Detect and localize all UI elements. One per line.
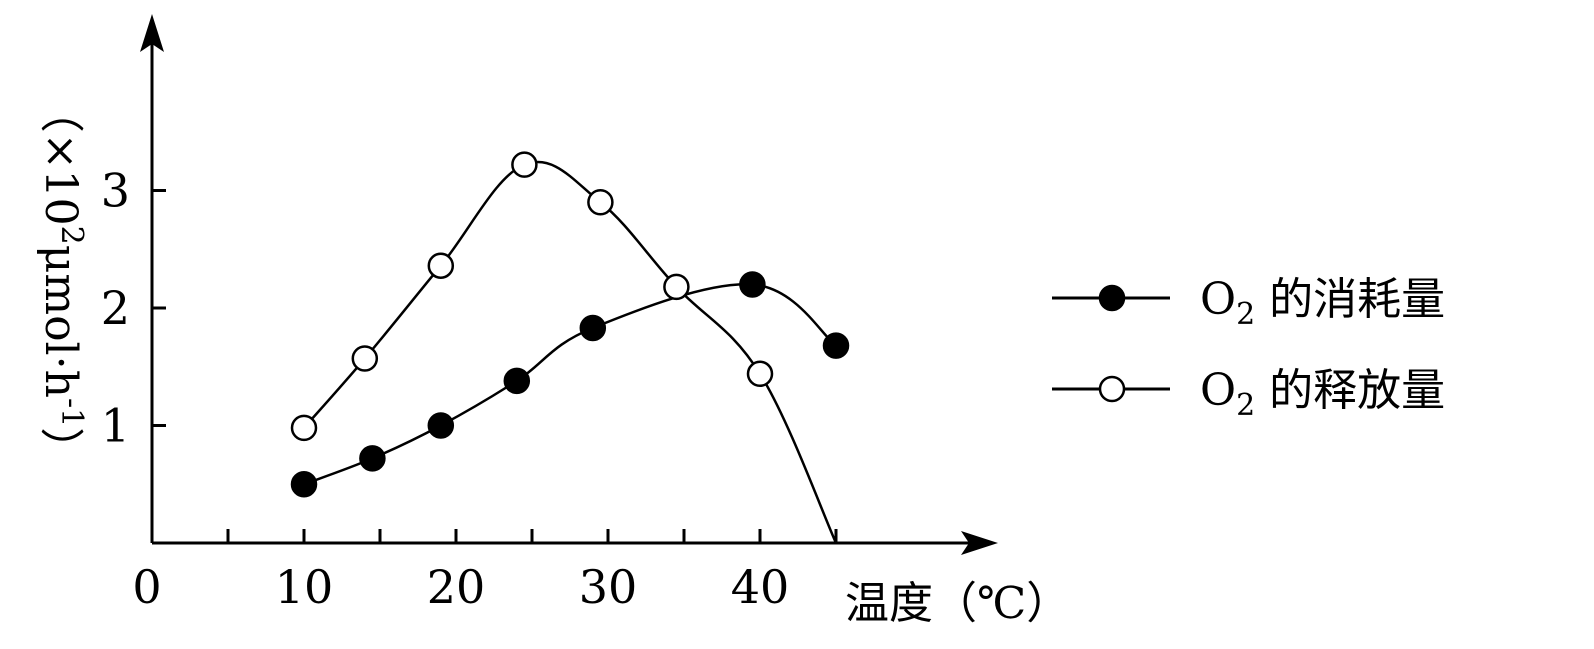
- x-tick-label: 10: [275, 560, 334, 614]
- data-point-consumption: [739, 271, 766, 298]
- legend-label-consumption: O2 的消耗量: [1200, 274, 1445, 332]
- y-axis-title: （×102μmol·h-1）: [35, 89, 89, 471]
- series-line-release: [303, 160, 838, 544]
- legend-label-release: O2 的释放量: [1200, 365, 1445, 423]
- y-axis-arrow: [140, 14, 164, 52]
- data-point-consumption: [503, 367, 531, 395]
- y-axis-title-part-2: μmol·h: [35, 245, 86, 398]
- x-tick-label: 40: [731, 560, 790, 614]
- data-point-consumption: [427, 412, 455, 439]
- data-point-release: [290, 414, 318, 442]
- y-axis-title-part-3: ）: [35, 427, 86, 471]
- legend-marker-open: [1098, 375, 1126, 403]
- data-point-release: [663, 273, 690, 301]
- origin-label: 0: [132, 560, 161, 614]
- series-layer: [290, 151, 850, 544]
- data-point-release: [351, 345, 379, 372]
- data-point-consumption: [579, 314, 607, 342]
- y-tick-label: 1: [101, 399, 130, 453]
- legend-item-consumption: O2 的消耗量: [1052, 274, 1445, 332]
- data-point-release: [587, 189, 614, 216]
- legend-marker-filled: [1098, 284, 1126, 312]
- x-axis-title: 温度（℃）: [845, 578, 1070, 629]
- x-tick-label: 30: [579, 560, 638, 614]
- y-tick-label: 2: [101, 281, 130, 335]
- svg-text:（×102μmol·h-1）: （×102μmol·h-1）: [35, 89, 89, 471]
- x-axis-arrow: [961, 531, 998, 555]
- y-tick-label: 3: [101, 164, 130, 218]
- data-point-release: [427, 252, 455, 279]
- data-point-release: [746, 360, 774, 388]
- data-point-release: [511, 151, 538, 178]
- data-point-consumption: [359, 445, 386, 472]
- y-axis-title-exp-1: 2: [54, 226, 89, 245]
- legend: O2 的消耗量 O2 的释放量: [1052, 274, 1445, 423]
- axes: 10 20 30 40 1 2 3: [101, 14, 998, 614]
- data-point-consumption: [822, 332, 850, 359]
- legend-item-release: O2 的释放量: [1052, 365, 1445, 423]
- y-axis-title-exp-2: -1: [54, 398, 89, 427]
- x-tick-label: 20: [427, 560, 486, 614]
- y-axis-title-part-1: （×10: [35, 89, 86, 226]
- data-point-consumption: [290, 471, 318, 498]
